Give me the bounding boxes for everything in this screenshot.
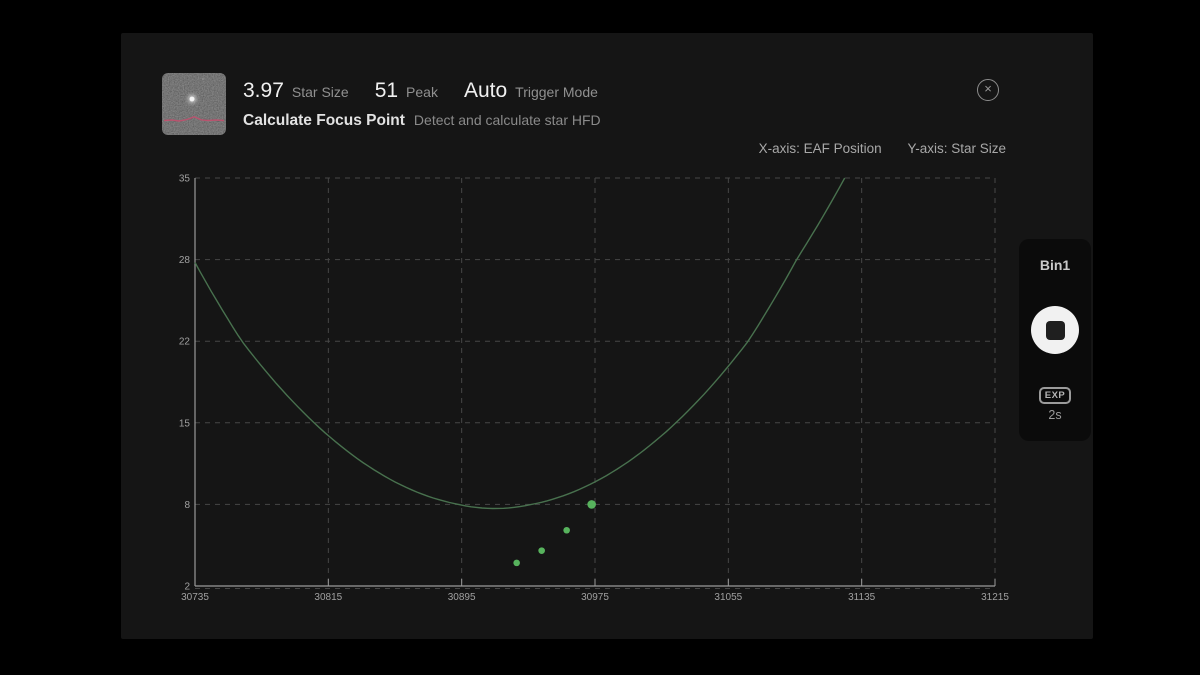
trigger-mode-label: Trigger Mode — [515, 84, 598, 100]
axis-legend: X-axis: EAF Position Y-axis: Star Size — [759, 141, 1006, 156]
focus-curve-chart: 2 8 15 22 28 35 30735 30815 30895 30975 31055 31135… — [155, 173, 1015, 609]
peak-label: Peak — [406, 84, 438, 100]
svg-text:31135: 31135 — [848, 592, 876, 603]
exposure-value: 2s — [1048, 408, 1062, 422]
svg-text:8: 8 — [184, 500, 190, 511]
peak-value: 51 — [374, 79, 399, 102]
svg-text:30975: 30975 — [581, 592, 609, 603]
capture-controls: Bin1 EXP 2s — [1019, 239, 1091, 441]
x-axis-note: X-axis: EAF Position — [758, 141, 882, 156]
star-size-label: Star Size — [291, 84, 349, 100]
star-size-value: 3.97 — [243, 79, 284, 102]
stop-icon — [1045, 320, 1065, 340]
y-axis-note: Y-axis: Star Size — [907, 141, 1006, 156]
close-button[interactable]: × — [977, 79, 999, 101]
header: 3.97 Star Size 51 Peak Auto Trigger Mode… — [243, 79, 601, 130]
star-preview-image — [162, 73, 226, 135]
trigger-mode-value[interactable]: Auto — [463, 79, 508, 102]
svg-text:31055: 31055 — [714, 592, 742, 603]
svg-text:30735: 30735 — [181, 592, 209, 603]
exposure-button[interactable]: EXP — [1038, 387, 1072, 404]
svg-text:15: 15 — [179, 418, 191, 429]
bin-selector[interactable]: Bin1 — [1039, 257, 1071, 273]
focus-dialog: 3.97 Star Size 51 Peak Auto Trigger Mode… — [121, 33, 1093, 639]
svg-text:30895: 30895 — [448, 592, 476, 603]
stop-capture-button[interactable] — [1031, 306, 1079, 354]
star-thumbnail — [162, 73, 226, 135]
svg-text:2: 2 — [184, 582, 190, 593]
dialog-title: Calculate Focus Point — [243, 112, 405, 129]
svg-text:22: 22 — [179, 337, 191, 348]
svg-text:35: 35 — [179, 174, 191, 185]
svg-text:30815: 30815 — [314, 592, 342, 603]
svg-text:31215: 31215 — [981, 592, 1009, 603]
svg-text:28: 28 — [179, 255, 191, 266]
dialog-subtitle: Detect and calculate star HFD — [413, 112, 601, 128]
star-profile-line — [163, 116, 225, 122]
close-icon: × — [984, 81, 992, 96]
focus-stats: 3.97 Star Size 51 Peak Auto Trigger Mode — [243, 79, 601, 103]
